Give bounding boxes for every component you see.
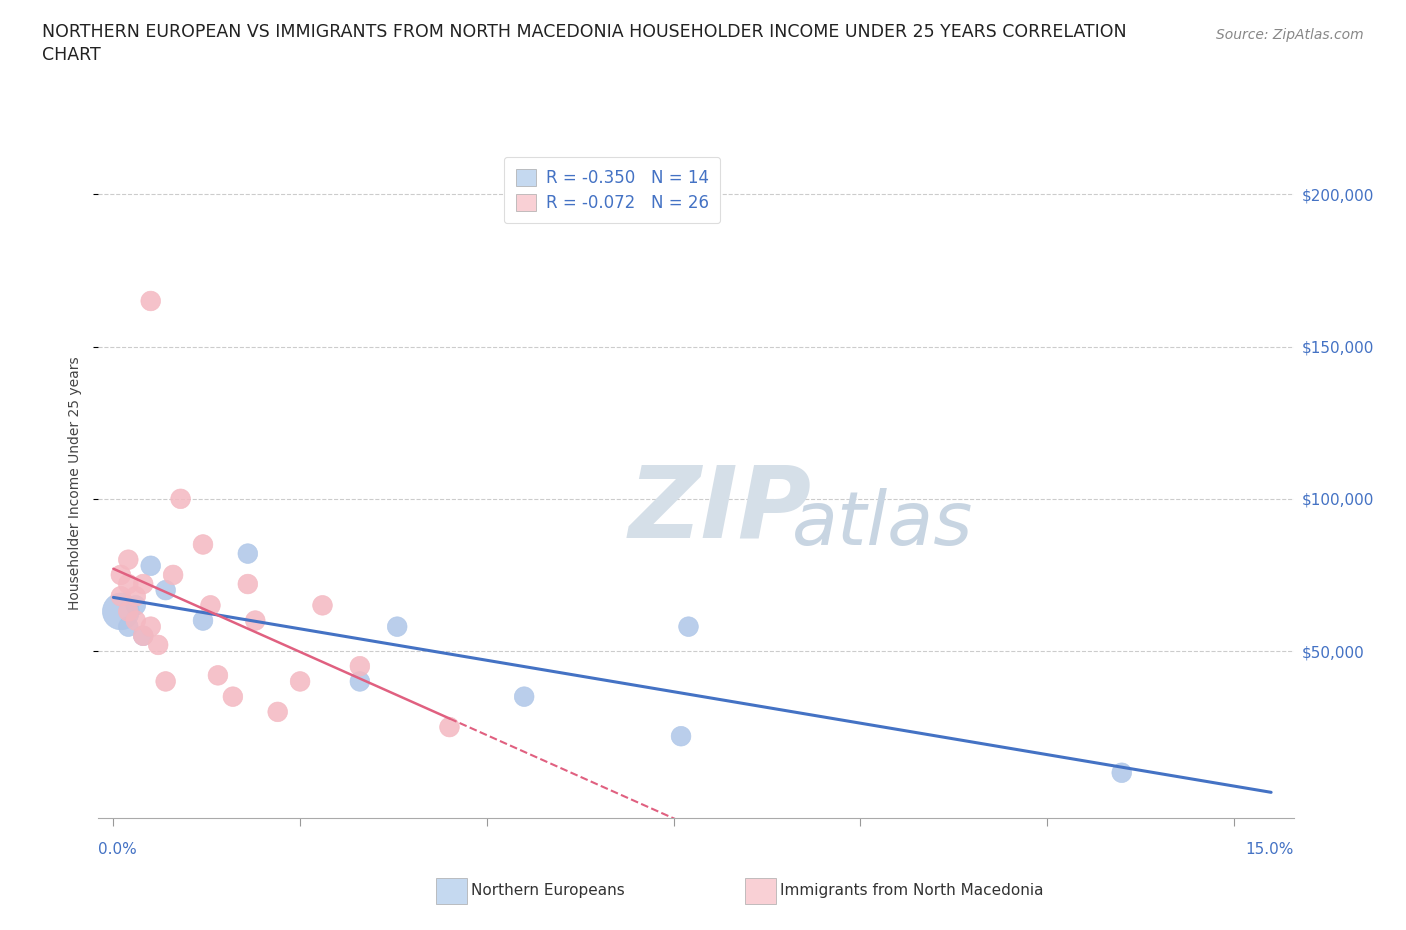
Point xyxy=(669,729,692,744)
Point xyxy=(125,613,148,628)
Text: Immigrants from North Macedonia: Immigrants from North Macedonia xyxy=(780,884,1043,898)
Point xyxy=(125,589,148,604)
Point xyxy=(132,629,155,644)
Point xyxy=(155,674,177,689)
Text: Source: ZipAtlas.com: Source: ZipAtlas.com xyxy=(1216,28,1364,42)
Point xyxy=(513,689,536,704)
Point xyxy=(349,674,371,689)
Text: Northern Europeans: Northern Europeans xyxy=(471,884,624,898)
Point xyxy=(139,294,162,309)
Point xyxy=(236,546,259,561)
Point xyxy=(139,558,162,573)
Y-axis label: Householder Income Under 25 years: Householder Income Under 25 years xyxy=(69,357,83,610)
Point xyxy=(222,689,245,704)
Point xyxy=(132,629,155,644)
Legend: R = -0.350   N = 14, R = -0.072   N = 26: R = -0.350 N = 14, R = -0.072 N = 26 xyxy=(505,157,720,223)
Point xyxy=(110,604,132,618)
Point xyxy=(110,567,132,582)
Text: atlas: atlas xyxy=(792,487,973,560)
Point xyxy=(236,577,259,591)
Text: ZIP: ZIP xyxy=(628,462,811,559)
Text: CHART: CHART xyxy=(42,46,101,64)
Point xyxy=(288,674,311,689)
Point xyxy=(191,613,214,628)
Text: 0.0%: 0.0% xyxy=(98,842,138,857)
Point xyxy=(110,589,132,604)
Point xyxy=(1111,765,1133,780)
Point xyxy=(148,637,170,652)
Point xyxy=(311,598,333,613)
Point xyxy=(117,619,139,634)
Point xyxy=(117,604,139,618)
Point xyxy=(349,658,371,673)
Point xyxy=(139,619,162,634)
Point xyxy=(200,598,222,613)
Point xyxy=(678,619,700,634)
Point xyxy=(207,668,229,683)
Point xyxy=(191,537,214,551)
Point xyxy=(117,577,139,591)
Point xyxy=(267,704,290,719)
Point xyxy=(125,598,148,613)
Point xyxy=(162,567,184,582)
Point xyxy=(169,491,191,506)
Point xyxy=(385,619,409,634)
Text: 15.0%: 15.0% xyxy=(1246,842,1294,857)
Point xyxy=(155,583,177,598)
Point xyxy=(117,552,139,567)
Point xyxy=(245,613,267,628)
Point xyxy=(439,720,461,735)
Text: NORTHERN EUROPEAN VS IMMIGRANTS FROM NORTH MACEDONIA HOUSEHOLDER INCOME UNDER 25: NORTHERN EUROPEAN VS IMMIGRANTS FROM NOR… xyxy=(42,23,1126,41)
Point xyxy=(132,577,155,591)
